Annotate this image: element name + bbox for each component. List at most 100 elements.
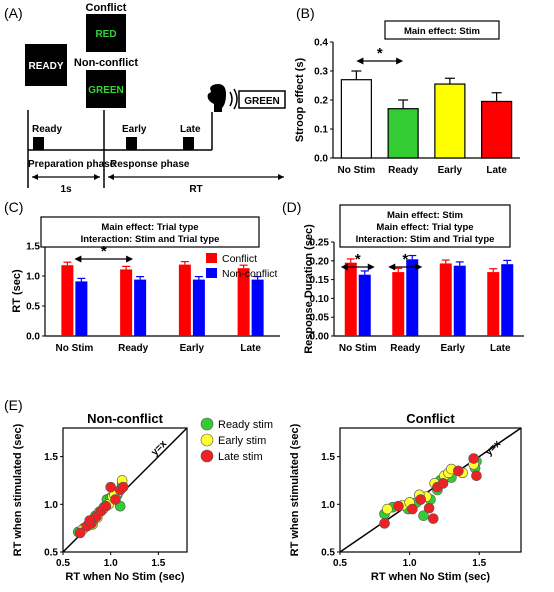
- chart-e1-y-label: RT when stimulated (sec): [12, 423, 24, 556]
- chart-d-bar: [501, 264, 514, 336]
- nonconflict-label: Non-conflict: [74, 57, 138, 69]
- chart-e2-point: [468, 453, 479, 464]
- chart-d-y-tick-label: 0.25: [310, 238, 330, 249]
- chart-c-sig-arrowheads: [74, 255, 134, 263]
- chart-d-sig-arrowheads: [340, 263, 375, 271]
- chart-b-y-tick-label: 0.2: [314, 96, 328, 107]
- chart-d-y-tick-label: 0.15: [310, 275, 330, 286]
- chart-e1-point: [100, 500, 112, 512]
- chart-c: 0.0 0.5 1.0 1.5 No Stim Ready Early Late RT (sec…: [11, 216, 280, 354]
- chart-d-sig-star: *: [355, 251, 361, 268]
- chart-b-y-tick-label: 0.0: [314, 154, 328, 165]
- chart-e2-y-tick-label: 1.5: [321, 452, 335, 463]
- chart-c-legend-label: Non-conflict: [222, 268, 278, 280]
- chart-e2-x-tick-label: 0.5: [333, 558, 347, 569]
- chart-c-x-tick-label: Early: [180, 343, 205, 354]
- chart-b-bar: [340, 79, 372, 159]
- chart-d-bar: [439, 263, 452, 336]
- conflict-screen: [86, 14, 126, 52]
- chart-c-bar: [251, 279, 264, 336]
- chart-c-bar: [192, 279, 205, 336]
- chart-e2-identity-label: y=x: [483, 438, 503, 458]
- chart-e-legend-label: Ready stim: [218, 419, 273, 431]
- conflict-word: RED: [95, 29, 116, 40]
- chart-c-bar: [75, 281, 88, 336]
- nonconflict-screen: [86, 70, 126, 108]
- chart-e2-x-tick-label: 1.5: [472, 558, 486, 569]
- late-marker-label: Late: [180, 124, 201, 135]
- chart-e1-identity-label: y=x: [149, 438, 169, 458]
- chart-e2: 0.5 1.0 1.5 0.5 1.0 1.5 y=x Conflict RT when No …: [289, 411, 522, 583]
- chart-e1-x-label: RT when No Stim (sec): [65, 571, 185, 583]
- chart-b: 0.0 0.1 0.2 0.3 0.4 No Stim Ready Early Late Stro…: [294, 20, 520, 176]
- chart-e1-x-tick-label: 1.5: [151, 558, 165, 569]
- chart-e1-x-tick-label: 1.0: [104, 558, 118, 569]
- chart-e2-y-label: RT when stimulated (sec): [289, 423, 301, 556]
- chart-e2-point: [379, 518, 390, 529]
- chart-c-title-line: Main effect: Trial type: [101, 222, 198, 233]
- chart-b-bar: [434, 83, 466, 159]
- chart-e-legend-marker: [200, 433, 214, 447]
- chart-c-y-tick-label: 0.0: [26, 332, 40, 343]
- chart-c-legend-label: Conflict: [222, 253, 257, 265]
- chart-e2-frame: [339, 427, 522, 553]
- chart-d-sig-arrowheads: [388, 263, 423, 271]
- chart-b-bar: [387, 108, 419, 159]
- chart-c-legend-swatch: [206, 268, 217, 278]
- panel-label-c: (C): [4, 199, 23, 215]
- chart-d-y-tick-label: 0.00: [310, 332, 330, 343]
- panel-label-d: (D): [282, 199, 301, 215]
- chart-e1-point: [74, 527, 86, 539]
- chart-d-bar: [406, 259, 419, 336]
- chart-e2-y-tick-label: 1.0: [321, 500, 335, 511]
- chart-d-x-tick-label: Early: [441, 343, 466, 354]
- chart-d-x-tick-label: Late: [490, 343, 511, 354]
- response-word-box: [238, 90, 286, 109]
- chart-d-x-tick-label: No Stim: [339, 343, 377, 354]
- chart-e-legend-label: Late stim: [218, 451, 263, 463]
- chart-b-x-tick-label: Early: [438, 165, 463, 176]
- resp-phase-label: Response phase: [110, 159, 190, 170]
- prep-duration: 1s: [60, 184, 72, 195]
- chart-c-x-tick-label: Late: [240, 343, 261, 354]
- early-marker-label: Early: [122, 124, 147, 135]
- chart-d-sig-star: *: [402, 251, 408, 268]
- chart-e1-point: [117, 481, 129, 493]
- chart-c-y-tick-label: 1.5: [26, 242, 40, 253]
- chart-e-legend-marker: [200, 417, 214, 431]
- chart-c-bar: [120, 269, 133, 336]
- chart-e2-point: [407, 503, 418, 515]
- speaking-head-icon: [207, 84, 238, 112]
- chart-e1-x-tick-label: 0.5: [56, 558, 70, 569]
- chart-d-title-line: Main effect: Stim: [387, 210, 463, 221]
- chart-e2-x-label: RT when No Stim (sec): [371, 571, 491, 583]
- chart-c-legend-swatch: [206, 253, 217, 263]
- chart-d-bar: [358, 274, 371, 336]
- late-stim-marker: [183, 137, 194, 150]
- response-word: GREEN: [244, 96, 280, 107]
- chart-d-title-line: Main effect: Trial type: [376, 222, 473, 233]
- chart-e1-title: Non-conflict: [87, 411, 163, 426]
- panel-label-b: (B): [296, 5, 315, 21]
- chart-d-bar: [392, 272, 405, 336]
- chart-e2-title: Conflict: [406, 411, 455, 426]
- chart-c-title-line: Interaction: Stim and Trial type: [81, 234, 220, 245]
- chart-b-y-tick-label: 0.3: [314, 67, 328, 78]
- chart-e1-y-tick-label: 1.5: [44, 452, 58, 463]
- chart-d-y-tick-label: 0.05: [310, 313, 330, 324]
- panel-label-e: (E): [4, 397, 23, 413]
- chart-c-bar: [178, 264, 191, 336]
- chart-d-title-box: [339, 204, 511, 248]
- chart-e2-point: [415, 494, 427, 505]
- chart-e2-point: [418, 510, 429, 522]
- chart-e2-point: [393, 500, 404, 512]
- resp-duration: RT: [189, 184, 202, 195]
- chart-c-y-tick-label: 0.5: [26, 302, 40, 313]
- chart-e1-point: [110, 494, 121, 505]
- ready-screen: [25, 44, 67, 86]
- chart-b-y-label: Stroop effect (s): [294, 57, 306, 142]
- chart-d-bar: [453, 265, 466, 336]
- chart-e2-identity-line: [339, 427, 522, 553]
- chart-d-y-tick-label: 0.20: [310, 256, 330, 267]
